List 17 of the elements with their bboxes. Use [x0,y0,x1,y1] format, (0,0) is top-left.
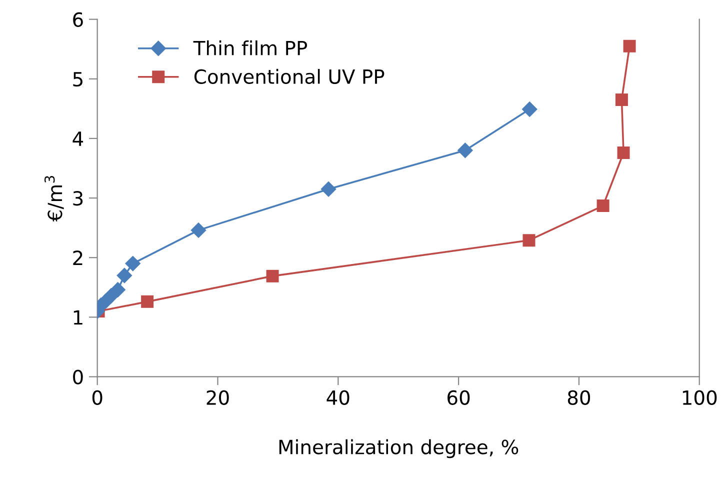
x-tick-label: 40 [326,390,350,405]
y-tick-label: 2 [73,250,82,265]
y-tick-label: 0 [73,370,83,384]
x-axis-title: Mineralization degree, % [279,439,518,458]
x-tick-label: 0 [92,390,102,405]
y-tick-label: 1 [74,310,82,325]
x-tick-label: 20 [206,390,229,405]
y-tick-label: 5 [73,72,82,87]
x-tick-label: 100 [682,390,717,405]
x-tick-label: 60 [448,390,470,405]
y-axis-title: €/m$^{3}$ [44,176,64,222]
y-tick-label: 4 [72,132,84,146]
y-tick-label: 6 [73,12,83,27]
y-tick-label: 3 [73,190,83,206]
legend-label: Conventional UV PP [194,68,384,84]
legend-label: Thin film PP [193,40,308,56]
x-tick-label: 80 [568,390,590,405]
